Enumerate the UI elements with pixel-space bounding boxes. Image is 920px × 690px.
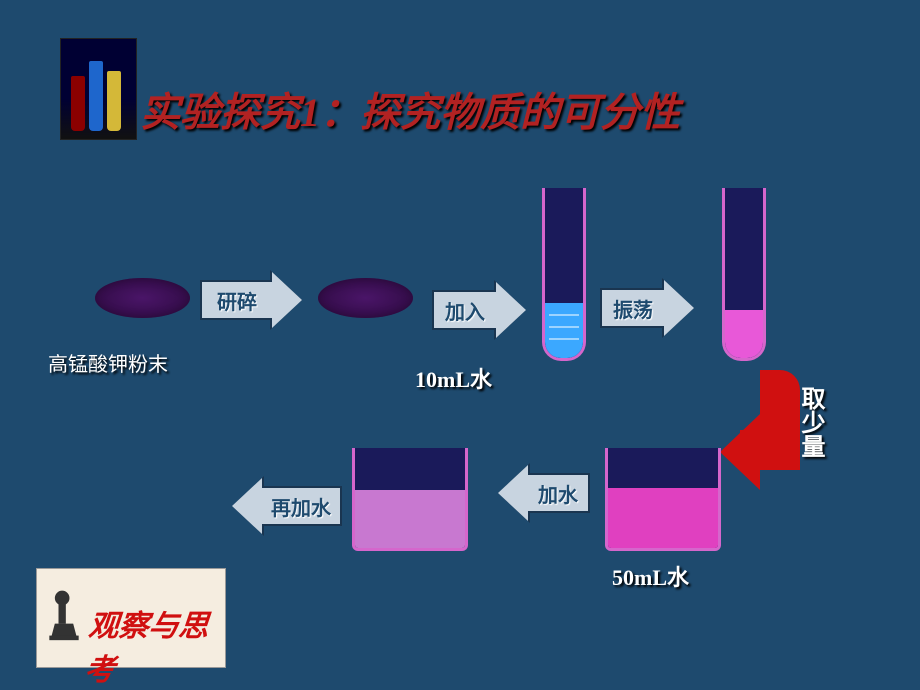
flask-icon (60, 38, 137, 140)
test-tube-solution (722, 188, 766, 361)
arrow-morewater: 再加水 (232, 488, 342, 524)
powder-label: 高锰酸钾粉末 (48, 348, 168, 377)
arrow-addwater-label: 加水 (528, 473, 590, 513)
arrow-grind-label: 研碎 (200, 280, 272, 320)
red-arrow-take (740, 370, 800, 500)
take-some-label: 取少量 (793, 386, 828, 458)
arrow-add: 加入 (432, 292, 526, 328)
observation-box: 观察与思考 (36, 568, 226, 668)
arrow-addwater: 加水 (498, 475, 590, 511)
arrow-shake: 振荡 (600, 290, 694, 326)
arrow-shake-label: 振荡 (600, 288, 664, 328)
arrow-grind: 研碎 (200, 282, 302, 318)
arrow-morewater-label: 再加水 (262, 486, 342, 526)
observation-label: 观察与思考 (83, 601, 229, 689)
powder-pile-2 (318, 278, 413, 318)
powder-pile-1 (95, 278, 190, 318)
water50-label: 50mL水 (612, 560, 689, 592)
water10-label: 10mL水 (415, 362, 492, 394)
beaker-50ml (605, 448, 721, 551)
beaker-diluted (352, 448, 468, 551)
arrow-add-label: 加入 (432, 290, 496, 330)
page-title: 实验探究1：探究物质的可分性 (140, 80, 680, 138)
test-tube-water (542, 188, 586, 361)
microscope-icon (45, 587, 83, 642)
